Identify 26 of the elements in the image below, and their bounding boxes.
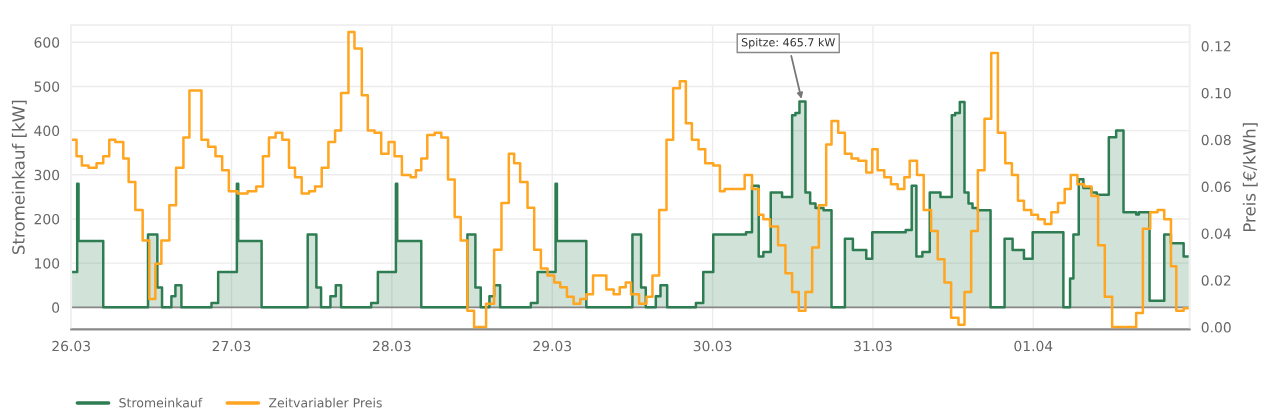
y-tick-label: 100	[35, 258, 60, 269]
y-tick-label: 0	[52, 302, 60, 313]
x-tick-label: 26.03	[52, 340, 90, 352]
y2-tick-label: 0.10	[1201, 87, 1231, 99]
annotation: Spitze: 465.7 kW	[741, 37, 836, 49]
legend-label: Zeitvariabler Preis	[269, 397, 382, 408]
y-tick-label: 400	[34, 125, 60, 137]
y2-tick-label: 0.02	[1201, 275, 1231, 286]
y-axis-title: Stromeinkauf [kW]	[11, 100, 27, 255]
y2-tick-label: 0.06	[1201, 181, 1231, 193]
y2-axis-title: Preis [€/kWh]	[1242, 123, 1258, 232]
x-tick-label: 01.04	[1014, 340, 1053, 352]
x-tick-label: 29.03	[533, 340, 572, 352]
x-tick-label: 27.03	[212, 340, 251, 352]
y2-tick-label: 0.12	[1201, 41, 1231, 52]
legend-label: Stromeinkauf	[119, 397, 203, 408]
y2-tick-label: 0.08	[1201, 134, 1231, 146]
y-tick-label: 500	[34, 81, 60, 92]
y-tick-label: 300	[34, 169, 60, 181]
y2-tick-label: 0.04	[1201, 228, 1231, 239]
x-tick-label: 31.03	[854, 340, 892, 352]
x-tick-label: 30.03	[693, 340, 732, 352]
y-tick-label: 600	[34, 37, 60, 48]
y-tick-label: 200	[34, 213, 60, 225]
x-tick-label: 28.03	[373, 340, 411, 352]
y2-tick-label: 0.00	[1201, 322, 1231, 333]
